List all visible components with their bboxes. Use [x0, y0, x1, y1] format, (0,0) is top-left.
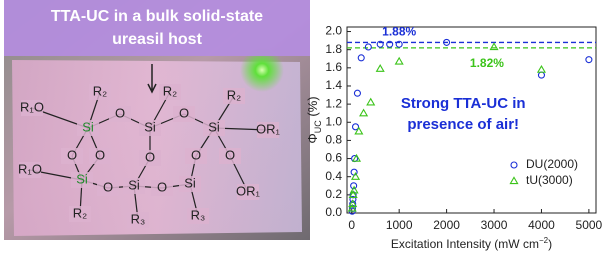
atom-label: R₃: [131, 211, 146, 226]
atom-label: O: [191, 147, 201, 162]
x-tick-label: 1000: [386, 218, 413, 232]
atom-label: Si: [128, 177, 140, 192]
data-point: [538, 66, 545, 72]
atom-label: OR₁: [236, 183, 261, 198]
atom-label: O: [157, 179, 167, 194]
legend-label: DU(2000): [526, 157, 578, 171]
data-point: [586, 57, 592, 63]
page: TTA-UC in a bulk solid-state ureasil hos…: [0, 0, 611, 257]
y-tick-label: 0.0: [325, 205, 342, 219]
x-tick-label: 3000: [481, 218, 508, 232]
x-axis-label-part: Excitation Intensity (mW cm: [391, 237, 539, 251]
data-point: [354, 90, 360, 96]
y-axis-label-part: (%): [305, 96, 320, 120]
annotation: Strong TTA-UC in: [401, 95, 526, 112]
legend-label: tU(3000): [526, 173, 573, 187]
atom-label: R₂: [73, 205, 87, 220]
atom-label: R₁O: [18, 161, 42, 176]
y-tick-label: 1.2: [325, 96, 342, 110]
atom-label: Si: [184, 175, 196, 190]
y-tick-label: 1.0: [325, 114, 342, 128]
atom-label: O: [179, 105, 189, 120]
y-tick-label: 0.8: [325, 133, 342, 147]
atom-label: R₂: [93, 83, 107, 98]
chart: 0 1000 2000 3000 4000 5000 0.0 0.2 0.4 0.6 0.8 1.0 1…: [305, 24, 602, 251]
legend-marker: [511, 162, 517, 168]
x-tick-label: 4000: [528, 218, 555, 232]
y-tick-label: 1.8: [325, 42, 342, 56]
atom-label: Si: [82, 119, 94, 134]
atom-label: R₃: [191, 207, 206, 222]
data-point: [365, 44, 371, 50]
x-tick-label: 5000: [576, 218, 603, 232]
photo: TTA-UC in a bulk solid-state ureasil hos…: [4, 0, 310, 240]
atom-label: O: [115, 105, 125, 120]
banner-text: ureasil host: [112, 31, 202, 48]
atom-label: Si: [144, 119, 156, 134]
data-point: [490, 43, 497, 49]
x-tick-label: 2000: [433, 218, 460, 232]
y-tick-label: 0.6: [325, 151, 342, 165]
atom-label: R₂: [163, 83, 177, 98]
y-axis-label-part: Φ: [305, 133, 320, 143]
atom-label: O: [67, 147, 77, 162]
data-point: [360, 110, 367, 116]
atom-label: Si: [208, 119, 220, 134]
y-tick-label: 1.6: [325, 60, 342, 74]
atom-label: Si: [76, 171, 88, 186]
annotation: presence of air!: [407, 116, 519, 133]
x-axis-label-part: ): [548, 237, 552, 251]
x-tick-label: 0: [348, 218, 355, 232]
data-point: [367, 99, 374, 105]
banner-text: TTA-UC in a bulk solid-state: [51, 8, 263, 25]
atom-label: O: [225, 147, 235, 162]
y-axis-label-part: UC: [313, 120, 323, 133]
atom-label: O: [103, 179, 113, 194]
data-point: [358, 55, 364, 61]
atom-label: O: [95, 147, 105, 162]
reference-label: 1.82%: [470, 56, 504, 70]
data-point: [538, 72, 544, 78]
y-axis-label: ΦUC (%): [305, 96, 323, 143]
data-point: [352, 173, 359, 179]
atom-label: OR₁: [256, 121, 281, 136]
data-point: [355, 128, 362, 134]
data-point: [396, 58, 403, 64]
atom-label: R₂: [227, 87, 241, 102]
y-tick-label: 0.4: [325, 169, 342, 183]
atom-label: R₁O: [20, 99, 44, 114]
y-tick-label: 0.2: [325, 187, 342, 201]
y-tick-label: 1.4: [325, 78, 342, 92]
y-tick-label: 2.0: [325, 24, 342, 38]
reference-label: 1.88%: [382, 25, 416, 39]
data-point: [377, 65, 384, 71]
figure: TTA-UC in a bulk solid-state ureasil hos…: [0, 0, 611, 257]
atom-label: O: [145, 149, 155, 164]
x-axis-label: Excitation Intensity (mW cm−2): [391, 236, 552, 252]
legend-marker: [510, 177, 517, 183]
